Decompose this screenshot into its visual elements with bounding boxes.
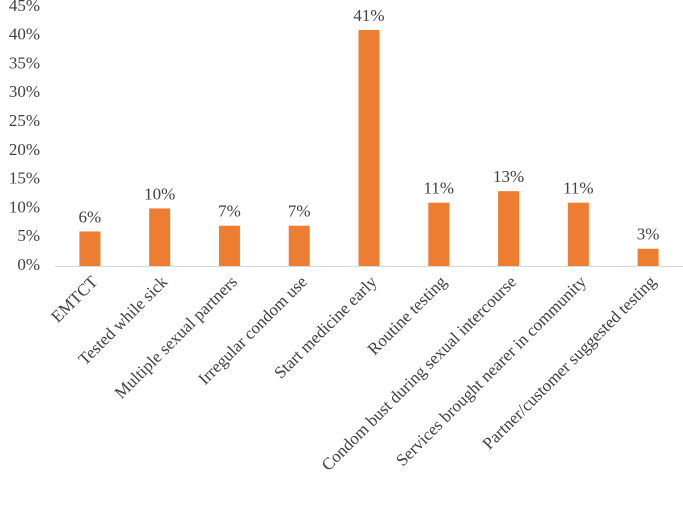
data-label: 3% xyxy=(637,225,660,244)
y-tick-label: 25% xyxy=(9,111,40,130)
bar xyxy=(218,225,240,266)
x-category-label: Multiple sexual partners xyxy=(111,272,241,402)
y-axis-tick-labels: 0% 5% 10% 15% 20% 25% 30% 35% 40% 45% xyxy=(9,0,40,274)
bar xyxy=(567,202,589,266)
data-label: 7% xyxy=(218,202,241,221)
data-label: 13% xyxy=(493,167,524,186)
y-tick-label: 5% xyxy=(17,226,40,245)
y-tick-label: 20% xyxy=(9,140,40,159)
y-tick-label: 0% xyxy=(17,255,40,274)
bar xyxy=(428,202,450,266)
bar xyxy=(149,208,171,266)
y-tick-label: 40% xyxy=(9,25,40,44)
bar xyxy=(358,30,380,267)
y-tick-label: 35% xyxy=(9,53,40,72)
data-label: 6% xyxy=(79,207,102,226)
bar xyxy=(498,191,520,266)
data-label: 7% xyxy=(288,202,311,221)
data-label: 10% xyxy=(144,184,175,203)
data-labels: 6% 10% 7% 7% 41% 11% 13% 11% 3% xyxy=(79,6,660,244)
x-category-label: EMTCT xyxy=(47,272,102,327)
y-tick-label: 45% xyxy=(9,0,40,15)
bar xyxy=(637,248,659,266)
data-label: 41% xyxy=(353,6,384,25)
y-tick-label: 30% xyxy=(9,82,40,101)
y-tick-label: 10% xyxy=(9,197,40,216)
data-label: 11% xyxy=(424,179,455,198)
bars xyxy=(79,30,659,267)
bar xyxy=(288,225,310,266)
data-label: 11% xyxy=(563,179,594,198)
y-tick-label: 15% xyxy=(9,169,40,188)
bar xyxy=(79,231,101,266)
